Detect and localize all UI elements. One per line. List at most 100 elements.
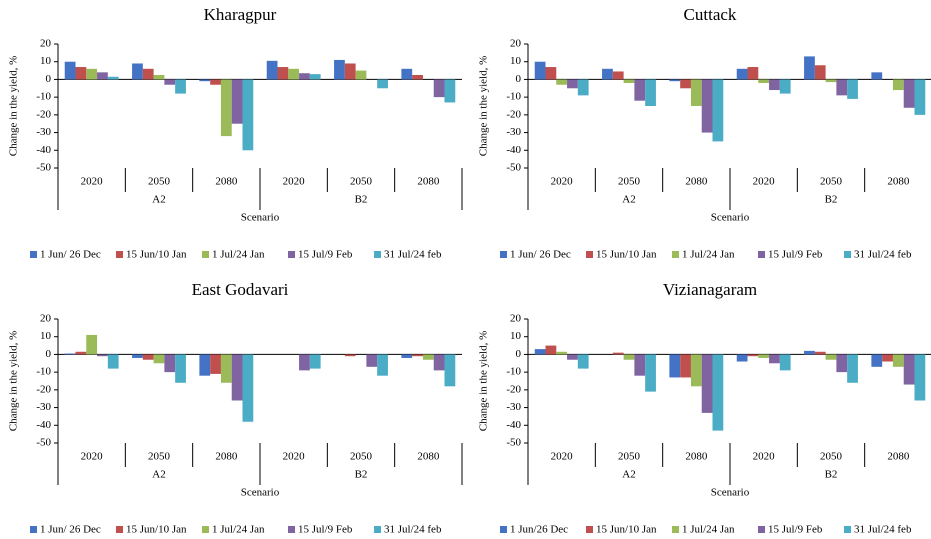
bar: [847, 354, 858, 383]
bar: [355, 70, 367, 80]
x-tick-label: 2080: [887, 176, 910, 188]
bar: [309, 354, 321, 369]
y-tick-label: -40: [506, 419, 521, 431]
bar: [814, 65, 826, 80]
bar: [871, 72, 883, 80]
bar: [680, 354, 691, 378]
y-axis-label: Change in the yield, %: [478, 331, 490, 432]
bar: [377, 79, 388, 89]
chart-title: Cuttack: [684, 5, 737, 24]
x-tick-label: 2080: [417, 451, 440, 463]
legend-label: 1 Jun/26 Dec: [510, 524, 568, 536]
x-axis-label: Scenario: [711, 212, 750, 224]
y-tick-label: -20: [506, 108, 521, 120]
bar: [701, 79, 713, 133]
bar: [132, 63, 143, 80]
bar: [779, 79, 791, 94]
y-tick-label: -40: [506, 144, 521, 156]
bar: [836, 354, 848, 373]
group-label: B2: [355, 194, 368, 206]
bar: [825, 354, 837, 360]
y-tick-label: -20: [506, 383, 521, 395]
bar: [86, 334, 98, 355]
legend-swatch: [202, 526, 209, 533]
y-tick-label: -30: [36, 126, 51, 138]
bar: [64, 61, 76, 80]
group-label: A2: [152, 469, 165, 481]
legend-label: 31 Jul/24 feb: [854, 524, 912, 536]
bar: [612, 352, 624, 355]
group-label: B2: [355, 469, 368, 481]
bar: [97, 72, 108, 80]
bar: [680, 79, 691, 89]
bar: [344, 63, 356, 80]
legend-label: 15 Jul/9 Feb: [768, 249, 823, 261]
bar: [545, 67, 557, 80]
legend-swatch: [758, 526, 765, 533]
legend-swatch: [586, 526, 593, 533]
bar: [645, 79, 656, 106]
bar: [412, 354, 423, 357]
bar: [107, 354, 119, 369]
legend-label: 1 Jul/24 Jan: [212, 524, 265, 536]
bar: [231, 354, 243, 401]
bar: [847, 79, 858, 99]
legend-swatch: [374, 251, 381, 258]
chart-title: East Godavari: [192, 280, 289, 299]
bar: [377, 354, 388, 376]
bar: [366, 354, 378, 367]
bar: [220, 79, 232, 137]
bar: [769, 354, 780, 364]
group-label: A2: [152, 194, 165, 206]
y-tick-label: -10: [36, 91, 51, 103]
bar: [401, 68, 413, 80]
legend-label: 31 Jul/24 feb: [384, 249, 442, 261]
legend-label: 15 Jul/9 Feb: [298, 524, 353, 536]
legend-label: 31 Jul/24 feb: [384, 524, 442, 536]
legend-label: 1 Jul/24 Jan: [682, 524, 735, 536]
bar: [433, 79, 445, 98]
y-tick-label: -20: [36, 383, 51, 395]
x-tick-label: 2020: [753, 176, 776, 188]
x-tick-label: 2050: [148, 176, 171, 188]
group-label: A2: [622, 469, 635, 481]
bar: [804, 56, 815, 80]
legend-label: 31 Jul/24 feb: [854, 249, 912, 261]
bar: [210, 354, 221, 374]
legend-label: 15 Jul/9 Feb: [768, 524, 823, 536]
bar: [299, 354, 310, 371]
bar: [804, 350, 815, 355]
y-tick-label: -30: [36, 401, 51, 413]
bar: [164, 79, 176, 85]
y-tick-label: -10: [506, 91, 521, 103]
bar: [153, 75, 165, 80]
legend-label: 1 Jul/24 Jan: [212, 249, 265, 261]
x-tick-label: 2050: [350, 451, 373, 463]
bar: [412, 75, 423, 80]
bar: [444, 354, 456, 387]
legend-label: 1 Jul/24 Jan: [682, 249, 735, 261]
legend-swatch: [844, 251, 851, 258]
y-axis-label: Change in the yield, %: [8, 56, 20, 157]
y-tick-label: -20: [36, 108, 51, 120]
x-tick-label: 2050: [350, 176, 373, 188]
bar: [142, 68, 154, 80]
legend-swatch: [844, 526, 851, 533]
bar: [242, 79, 254, 151]
legend-swatch: [374, 526, 381, 533]
y-tick-label: -50: [506, 437, 521, 449]
bar: [401, 354, 413, 358]
legend-swatch: [758, 251, 765, 258]
x-tick-label: 2020: [81, 451, 104, 463]
bar: [914, 79, 926, 115]
legend-label: 1 Jun/ 26 Dec: [40, 524, 101, 536]
bar: [153, 354, 165, 364]
bar: [712, 354, 724, 431]
bar: [602, 68, 613, 80]
bar: [634, 354, 646, 376]
x-tick-label: 2080: [685, 176, 708, 188]
bar: [242, 354, 254, 422]
bar: [277, 67, 289, 80]
bar: [634, 79, 646, 101]
bar: [814, 351, 826, 355]
